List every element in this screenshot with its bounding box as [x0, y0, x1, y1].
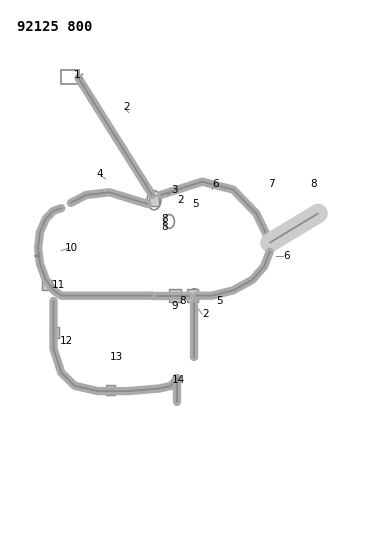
Bar [187, 289, 198, 302]
Text: 6: 6 [283, 251, 290, 261]
Bar [149, 195, 159, 206]
Text: 8: 8 [310, 179, 317, 189]
Text: 1: 1 [74, 70, 81, 79]
Text: 8: 8 [162, 222, 168, 232]
Text: 9: 9 [171, 301, 178, 311]
Text: 8: 8 [179, 296, 186, 306]
Text: 7: 7 [268, 179, 275, 189]
Text: 10: 10 [65, 243, 78, 253]
Text: 3: 3 [171, 184, 178, 195]
Text: 12: 12 [59, 336, 73, 346]
Text: 8: 8 [162, 214, 168, 224]
Bar [42, 280, 52, 290]
Text: 92125 800: 92125 800 [17, 20, 92, 34]
Text: 11: 11 [52, 280, 65, 290]
Text: 6: 6 [212, 179, 219, 189]
Bar [169, 289, 181, 302]
Bar [61, 70, 79, 84]
Text: 2: 2 [177, 195, 184, 205]
Text: 2: 2 [123, 102, 130, 112]
Bar [50, 327, 59, 338]
Bar [106, 385, 115, 395]
Text: 13: 13 [110, 352, 123, 361]
Text: 2: 2 [202, 309, 209, 319]
Text: 4: 4 [96, 169, 103, 179]
Text: 5: 5 [216, 296, 223, 306]
Text: 14: 14 [171, 375, 184, 385]
Text: 5: 5 [193, 199, 199, 209]
